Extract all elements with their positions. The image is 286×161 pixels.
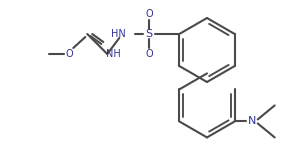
Text: O: O — [146, 49, 153, 59]
Text: N: N — [247, 116, 256, 126]
Text: NH: NH — [106, 49, 121, 59]
Text: O: O — [146, 9, 153, 19]
Text: HN: HN — [110, 29, 125, 39]
Text: S: S — [146, 29, 153, 39]
Text: O: O — [65, 49, 73, 59]
